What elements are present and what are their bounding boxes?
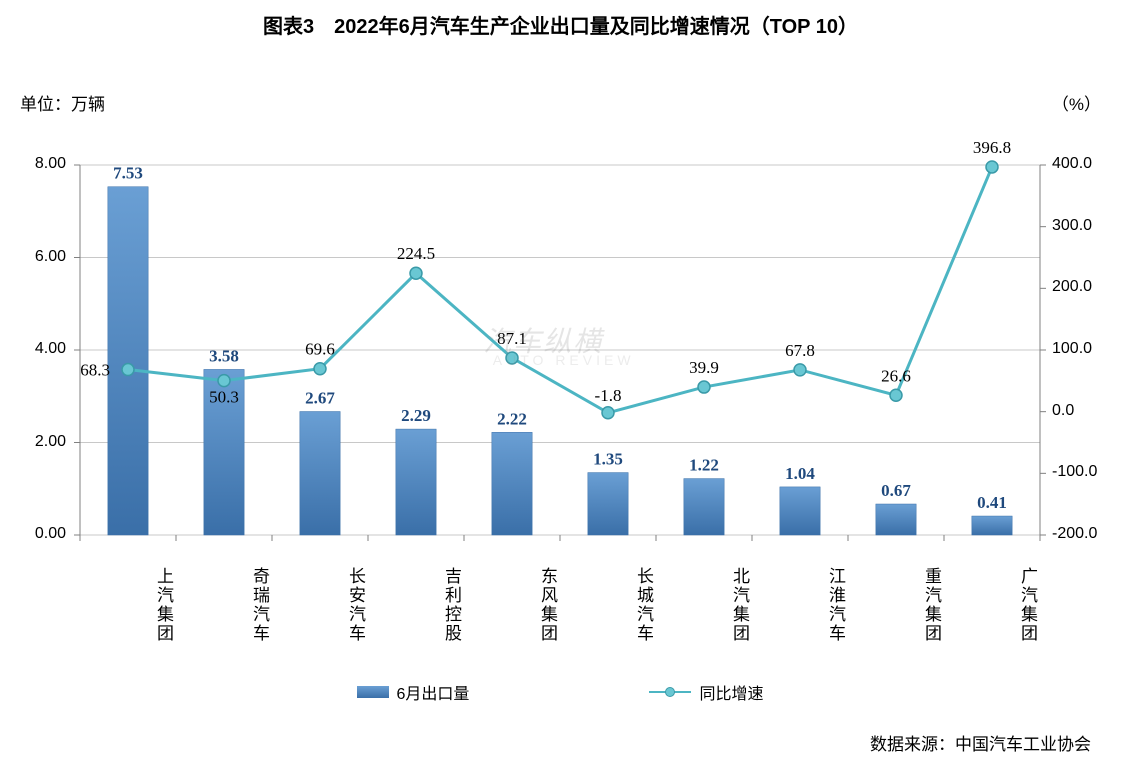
y-left-tick: 6.00 (35, 248, 66, 266)
legend: 6月出口量 同比增速 (80, 680, 1040, 704)
x-axis-category: 北汽集团 (656, 545, 752, 665)
y-left-tick: 4.00 (35, 340, 66, 358)
legend-bar-label: 6月出口量 (397, 680, 470, 704)
legend-line-item: 同比增速 (649, 680, 763, 704)
svg-text:0.67: 0.67 (881, 481, 911, 500)
y-left-tick: 8.00 (35, 155, 66, 173)
y-right-ticks: -200.0-100.00.0100.0200.0300.0400.0 (1048, 165, 1118, 535)
svg-text:3.58: 3.58 (209, 346, 239, 365)
y-right-tick: 400.0 (1052, 155, 1092, 173)
y-right-tick: 100.0 (1052, 340, 1092, 358)
svg-text:50.3: 50.3 (209, 388, 239, 407)
y-left-tick: 0.00 (35, 525, 66, 543)
x-axis-category: 吉利控股 (368, 545, 464, 665)
y-right-tick: 300.0 (1052, 217, 1092, 235)
y-left-ticks: 0.002.004.006.008.00 (0, 165, 72, 535)
svg-text:396.8: 396.8 (973, 138, 1011, 157)
x-axis-category: 江淮汽车 (752, 545, 848, 665)
svg-text:68.3: 68.3 (80, 361, 110, 380)
svg-text:2.29: 2.29 (401, 406, 431, 425)
y-right-tick: -200.0 (1052, 525, 1097, 543)
x-axis-category: 奇瑞汽车 (176, 545, 272, 665)
svg-text:2.22: 2.22 (497, 409, 527, 428)
chart-container: 图表3 2022年6月汽车生产企业出口量及同比增速情况（TOP 10） 单位：万… (0, 0, 1121, 770)
svg-text:26.6: 26.6 (881, 366, 911, 385)
x-axis-category: 长安汽车 (272, 545, 368, 665)
y-right-tick: 0.0 (1052, 402, 1074, 420)
svg-text:0.41: 0.41 (977, 493, 1007, 512)
x-axis-category: 长城汽车 (560, 545, 656, 665)
legend-line-label: 同比增速 (699, 680, 763, 704)
chart-title: 图表3 2022年6月汽车生产企业出口量及同比增速情况（TOP 10） (0, 0, 1121, 39)
svg-text:7.53: 7.53 (113, 164, 143, 183)
svg-text:69.6: 69.6 (305, 340, 335, 359)
data-source-label: 数据来源：中国汽车工业协会 (870, 730, 1091, 755)
svg-text:1.35: 1.35 (593, 450, 623, 469)
x-axis-category: 重汽集团 (848, 545, 944, 665)
legend-bar-item: 6月出口量 (357, 680, 470, 704)
legend-line-swatch (649, 691, 691, 693)
y-right-tick: -100.0 (1052, 463, 1097, 481)
chart-svg: 7.53 3.58 2.67 2.29 2.22 1.35 1.22 1.04 0.67 0.41… (80, 125, 1040, 555)
x-axis-labels: 上汽集团奇瑞汽车长安汽车吉利控股东风集团长城汽车北汽集团江淮汽车重汽集团广汽集团 (80, 545, 1040, 665)
legend-line-marker (665, 687, 675, 697)
x-axis-category: 广汽集团 (944, 545, 1040, 665)
svg-text:1.04: 1.04 (785, 464, 815, 483)
svg-text:224.5: 224.5 (397, 244, 435, 263)
legend-bar-swatch (357, 686, 389, 698)
plot-area: 7.53 3.58 2.67 2.29 2.22 1.35 1.22 1.04 0.67 0.41… (80, 165, 1040, 535)
svg-text:39.9: 39.9 (689, 358, 719, 377)
svg-text:1.22: 1.22 (689, 456, 719, 475)
unit-right-label: （%） (1052, 90, 1101, 115)
y-left-tick: 2.00 (35, 433, 66, 451)
x-axis-category: 东风集团 (464, 545, 560, 665)
svg-text:67.8: 67.8 (785, 341, 815, 360)
unit-left-label: 单位：万辆 (20, 90, 105, 115)
svg-text:2.67: 2.67 (305, 389, 335, 408)
svg-text:-1.8: -1.8 (595, 386, 622, 405)
svg-text:87.1: 87.1 (497, 329, 527, 348)
y-right-tick: 200.0 (1052, 278, 1092, 296)
x-axis-category: 上汽集团 (80, 545, 176, 665)
